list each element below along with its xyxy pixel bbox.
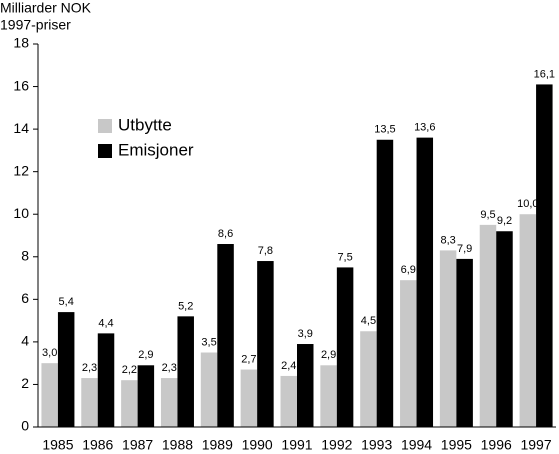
value-label: 9,2 [497, 215, 512, 227]
value-label: 10,0 [517, 198, 538, 210]
bar [257, 261, 274, 427]
x-tick-label: 1985 [42, 437, 73, 453]
bar [121, 380, 138, 427]
value-label: 7,9 [457, 243, 472, 255]
x-tick-label: 1990 [242, 437, 273, 453]
bar [280, 375, 297, 427]
bar [217, 244, 234, 427]
bar [137, 365, 155, 427]
x-tick-label: 1997 [520, 437, 551, 453]
bar [479, 224, 497, 427]
value-label: 3,5 [201, 336, 216, 348]
value-label: 9,5 [480, 209, 495, 221]
bar [177, 316, 194, 427]
bar [439, 250, 457, 427]
y-tick-label: 0 [21, 418, 29, 434]
bar [360, 331, 377, 427]
value-label: 5,2 [178, 300, 193, 312]
y-tick-label: 18 [13, 35, 29, 51]
x-tick-label: 1996 [481, 437, 512, 453]
bar [496, 231, 513, 427]
bar [536, 84, 553, 427]
value-label: 2,9 [321, 349, 336, 361]
value-label: 3,0 [42, 347, 57, 359]
y-tick-label: 2 [21, 375, 29, 391]
y-tick-label: 14 [13, 120, 29, 136]
y-tick-label: 4 [21, 333, 29, 349]
value-label: 2,2 [122, 364, 137, 376]
bar [297, 344, 314, 427]
bar [376, 139, 394, 427]
value-label: 2,3 [162, 362, 177, 374]
x-tick-label: 1993 [361, 437, 392, 453]
value-label: 2,4 [281, 360, 296, 372]
bar [81, 378, 98, 427]
bar [200, 352, 218, 427]
bar [320, 365, 337, 427]
value-label: 2,3 [82, 362, 97, 374]
bar [240, 369, 258, 427]
legend-label: Utbytte [118, 115, 172, 134]
x-tick-label: 1994 [401, 437, 432, 453]
y-axis-label: 1997-priser [0, 17, 71, 33]
value-label: 2,9 [138, 349, 153, 361]
value-label: 13,6 [414, 122, 435, 134]
value-label: 4,4 [98, 317, 113, 329]
bar [400, 280, 417, 427]
bar [41, 363, 58, 427]
value-label: 6,9 [401, 264, 416, 276]
bar [336, 267, 354, 427]
y-tick-label: 16 [13, 77, 29, 93]
x-tick-label: 1986 [82, 437, 113, 453]
value-label: 3,9 [298, 328, 313, 340]
y-axis-label: Milliarder NOK [0, 0, 92, 16]
bar [57, 312, 75, 427]
legend-swatch [98, 119, 112, 133]
value-label: 13,5 [374, 124, 395, 136]
bar [416, 137, 434, 427]
value-label: 8,6 [218, 228, 233, 240]
x-tick-label: 1988 [162, 437, 193, 453]
legend-label: Emisjoner [118, 140, 194, 159]
value-label: 2,7 [241, 353, 256, 365]
bar [456, 258, 473, 427]
value-label: 7,8 [258, 245, 273, 257]
x-tick-label: 1992 [321, 437, 352, 453]
x-tick-label: 1991 [281, 437, 312, 453]
legend-swatch [98, 144, 112, 158]
x-tick-label: 1989 [202, 437, 233, 453]
y-tick-label: 12 [13, 162, 29, 178]
value-label: 5,4 [59, 296, 74, 308]
value-label: 7,5 [337, 251, 352, 263]
bar [97, 333, 115, 427]
y-tick-label: 8 [21, 247, 29, 263]
value-label: 4,5 [361, 315, 376, 327]
bar [519, 214, 537, 427]
value-label: 8,3 [440, 234, 455, 246]
y-tick-label: 6 [21, 290, 29, 306]
y-tick-label: 10 [13, 205, 29, 221]
x-tick-label: 1995 [441, 437, 472, 453]
x-tick-label: 1987 [122, 437, 153, 453]
bar [160, 378, 178, 427]
value-label: 16,1 [534, 68, 555, 80]
